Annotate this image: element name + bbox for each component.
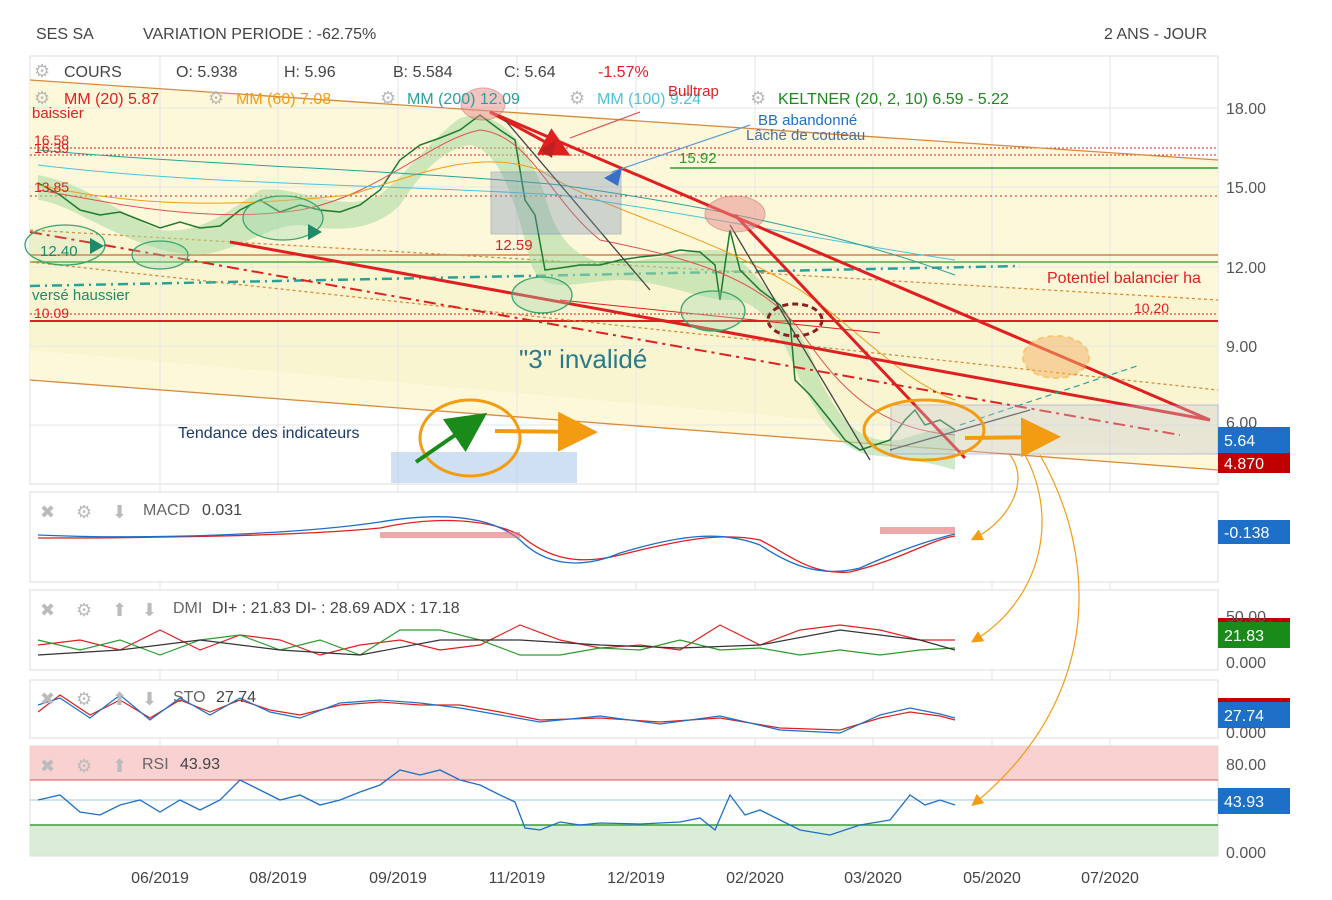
annotation-potentiel: Potentiel balancier ha <box>1047 270 1201 287</box>
level-1009: 10.09 <box>34 305 69 321</box>
x-tick-label: 03/2020 <box>844 870 902 887</box>
annotation-renverse: versé haussier <box>32 287 130 304</box>
x-tick-label: 02/2020 <box>726 870 784 887</box>
legend-low: B: 5.584 <box>393 64 453 81</box>
legend-mm100[interactable]: MM (100) 9.24 <box>597 91 701 108</box>
zone-ellipses <box>24 195 746 332</box>
gear-icon[interactable]: ⚙ <box>76 600 92 620</box>
x-tick-label: 08/2019 <box>249 870 307 887</box>
price-line <box>37 114 956 451</box>
price-tick-15: 15.00 <box>1226 180 1266 197</box>
level-1259: 12.59 <box>495 237 533 254</box>
price-tick-12: 12.00 <box>1226 260 1266 277</box>
price-tick-18: 18.00 <box>1226 101 1266 118</box>
gear-icon[interactable]: ⚙ <box>208 88 224 108</box>
arrow-up-icon[interactable]: ⬆ <box>112 756 127 776</box>
indicator-zone <box>391 452 577 483</box>
level-1639: 16.39 <box>34 140 69 156</box>
annotation-invalide: "3" invalidé <box>519 344 647 374</box>
legend-high: H: 5.96 <box>284 64 336 81</box>
dmi-label: DMI <box>173 600 202 617</box>
rsi-label: RSI <box>142 756 169 773</box>
rsi-overbought-zone <box>30 746 1218 780</box>
legend-keltner[interactable]: KELTNER (20, 2, 10) 6.59 - 5.22 <box>778 91 1009 108</box>
period-variation: VARIATION PERIODE : -62.75% <box>143 26 377 43</box>
grid <box>30 56 1218 855</box>
gear-icon[interactable]: ⚙ <box>76 756 92 776</box>
x-tick-label: 06/2019 <box>131 870 189 887</box>
x-tick-label: 12/2019 <box>607 870 665 887</box>
level-1658: 16.58 <box>34 132 69 148</box>
annotation-lache: Lâché de couteau <box>746 127 865 144</box>
knife-zone <box>490 171 622 235</box>
annotation-baissier: baissier <box>32 105 84 122</box>
legend-mm60[interactable]: MM (60) 7.08 <box>236 91 331 108</box>
dmi-panel <box>29 589 1219 671</box>
macd-panel <box>29 491 1219 583</box>
macd-value: 0.031 <box>202 502 242 519</box>
gear-icon[interactable]: ⚙ <box>76 689 92 709</box>
x-tick-label: 05/2020 <box>963 870 1021 887</box>
price-tick-9: 9.00 <box>1226 339 1257 356</box>
stock-name: SES SA <box>36 26 94 43</box>
annotation-bulltrap: Bulltrap <box>668 83 719 100</box>
arrow-up-icon[interactable]: ⬆ <box>112 689 127 709</box>
text-layer: COURS O: 5.938 H: 5.96 B: 5.584 C: 5.64 … <box>32 64 1269 862</box>
low-price-tag: 4.870 <box>1224 456 1264 473</box>
sto-tick-0: 0.000 <box>1226 725 1266 742</box>
arrow-down-icon[interactable]: ⬇ <box>142 600 157 620</box>
dmi-tick-50: 50.00 <box>1226 609 1266 626</box>
gear-icon[interactable]: ⚙ <box>76 502 92 522</box>
close-icon[interactable]: ✖ <box>40 756 55 776</box>
legend-change: -1.57% <box>598 64 649 81</box>
level-1020: 10.20 <box>1134 300 1169 316</box>
consolidation-zone <box>890 404 1219 455</box>
sto-value: 27.74 <box>216 689 256 706</box>
legend-mm200[interactable]: MM (200) 12.09 <box>407 91 520 108</box>
level-1240: 12.40 <box>40 243 78 260</box>
legend-cours: COURS <box>64 64 122 81</box>
legend-close: C: 5.64 <box>504 64 556 81</box>
gear-icon[interactable]: ⚙ <box>34 88 50 108</box>
x-tick-label: 11/2019 <box>489 870 546 887</box>
gear-icon[interactable]: ⚙ <box>34 61 50 81</box>
close-icon[interactable]: ✖ <box>40 502 55 522</box>
period-selector[interactable]: 2 ANS - JOUR <box>1104 26 1208 43</box>
legend-mm20[interactable]: MM (20) 5.87 <box>64 91 159 108</box>
rsi-tag: 43.93 <box>1224 794 1264 811</box>
rsi-tick-80: 80.00 <box>1226 757 1266 774</box>
level-1592: 15.92 <box>679 150 717 167</box>
x-tick-label: 07/2020 <box>1081 870 1139 887</box>
gear-icon[interactable]: ⚙ <box>750 88 766 108</box>
arrow-up-icon[interactable]: ⬆ <box>112 600 127 620</box>
sto-tag: 27.74 <box>1224 708 1264 725</box>
macd-tag: -0.138 <box>1224 525 1269 542</box>
close-icon[interactable]: ✖ <box>40 600 55 620</box>
dmi-tick-0: 0.000 <box>1226 655 1266 672</box>
sto-panel <box>29 679 1219 739</box>
annotation-bb: BB abandonné <box>758 112 857 129</box>
rsi-oversold-zone <box>30 825 1218 856</box>
annotation-tendance: Tendance des indicateurs <box>178 425 359 442</box>
x-tick-label: 09/2019 <box>369 870 427 887</box>
last-price-tag: 5.64 <box>1224 433 1255 450</box>
arrow-down-icon[interactable]: ⬇ <box>112 502 127 522</box>
close-icon[interactable]: ✖ <box>40 689 55 709</box>
sto-label: STO <box>173 689 206 706</box>
rsi-tick-0: 0.000 <box>1226 845 1266 862</box>
legend-open: O: 5.938 <box>176 64 237 81</box>
rsi-value: 43.93 <box>180 756 220 773</box>
x-axis: 06/2019 08/2019 09/2019 11/2019 12/2019 02/20… <box>131 870 1139 887</box>
gear-icon[interactable]: ⚙ <box>569 88 585 108</box>
panel-controls: ⚙ ⚙ ⚙ ⚙ ⚙ ⚙ ✖ ⚙ ⬇ ✖ ⚙ ⬆ ⬇ ✖ ⚙ ⬆ ⬇ ✖ ⚙ ⬆ <box>34 61 766 776</box>
gear-icon[interactable]: ⚙ <box>380 88 396 108</box>
arrow-down-icon[interactable]: ⬇ <box>142 689 157 709</box>
dmi-value: DI+ : 21.83 DI- : 28.69 ADX : 17.18 <box>212 600 460 617</box>
macd-label: MACD <box>143 502 190 519</box>
price-tick-6: 6.00 <box>1226 415 1257 432</box>
level-1385: 13.85 <box>34 179 69 195</box>
dmi-tag: 21.83 <box>1224 628 1264 645</box>
